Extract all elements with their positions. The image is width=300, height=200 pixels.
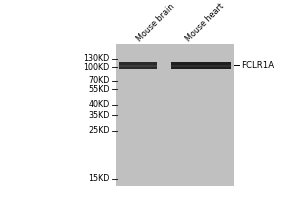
Text: FCLR1A: FCLR1A xyxy=(242,61,274,70)
Text: Mouse heart: Mouse heart xyxy=(184,1,226,43)
Text: 35KD: 35KD xyxy=(88,111,109,120)
Text: 130KD: 130KD xyxy=(83,54,110,63)
Bar xyxy=(118,65,158,67)
Text: 70KD: 70KD xyxy=(88,76,109,85)
Text: 15KD: 15KD xyxy=(88,174,109,183)
Text: 40KD: 40KD xyxy=(88,100,109,109)
Text: Mouse brain: Mouse brain xyxy=(135,2,176,43)
Bar xyxy=(118,62,158,69)
Bar xyxy=(171,62,231,69)
Bar xyxy=(116,44,234,186)
Text: 100KD: 100KD xyxy=(83,63,110,72)
Text: 55KD: 55KD xyxy=(88,85,110,94)
Bar xyxy=(171,65,231,67)
Text: 25KD: 25KD xyxy=(88,126,110,135)
Bar xyxy=(160,62,171,69)
